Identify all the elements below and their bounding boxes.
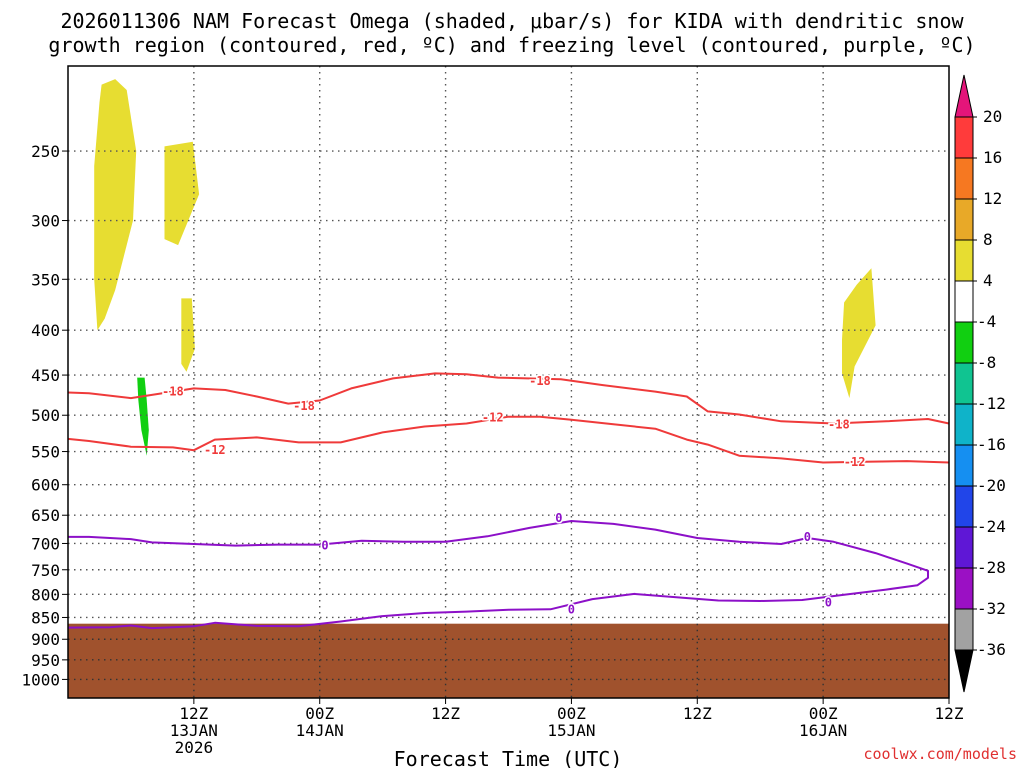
y-tick-label: 650 — [31, 506, 60, 525]
x-tick-label: 13JAN — [170, 721, 218, 740]
y-tick-label: 450 — [31, 366, 60, 385]
contour-label: -12 — [482, 411, 504, 425]
colorbar-label: -20 — [977, 476, 1006, 495]
contour-layer — [67, 372, 950, 630]
terrain-layer — [68, 623, 949, 698]
colorbar-swatch — [954, 485, 974, 528]
contour-line — [67, 372, 950, 425]
y-tick-label: 900 — [31, 630, 60, 649]
y-tick-label: 600 — [31, 476, 60, 495]
colorbar-swatch — [954, 280, 974, 323]
y-tick-label: 700 — [31, 534, 60, 553]
contour-label: 0 — [825, 595, 832, 609]
x-tick-label: 12Z — [179, 704, 208, 723]
contour-label: -18 — [293, 399, 315, 413]
contour-label: 0 — [568, 602, 575, 616]
colorbar-label: -16 — [977, 435, 1006, 454]
x-tick-label: 14JAN — [296, 721, 344, 740]
chart-title-line2: growth region (contoured, red, ºC) and f… — [48, 33, 975, 57]
x-tick-label: 16JAN — [799, 721, 847, 740]
colorbar-swatch — [954, 444, 974, 487]
y-tick-label: 300 — [31, 212, 60, 231]
contour-label: -18 — [162, 385, 184, 399]
contour-label: -12 — [204, 443, 226, 457]
colorbar-label: -32 — [977, 599, 1006, 618]
colorbar-label: -12 — [977, 394, 1006, 413]
x-tick-label: 12Z — [683, 704, 712, 723]
contour-label: -18 — [828, 417, 850, 431]
contour-label: 0 — [804, 530, 811, 544]
y-tick-label: 400 — [31, 321, 60, 340]
contour-label: 0 — [321, 539, 328, 553]
omega-shaded-region — [94, 79, 137, 331]
colorbar-swatch — [954, 526, 974, 569]
plot-frame — [67, 65, 950, 699]
colorbar-label: 16 — [983, 148, 1002, 167]
omega-shaded-region — [164, 141, 200, 246]
colorbar-top-arrow — [954, 74, 974, 118]
x-tick-label: 2026 — [175, 738, 214, 757]
colorbar-swatch — [954, 116, 974, 159]
colorbar-swatch — [954, 362, 974, 405]
colorbar-swatch — [954, 198, 974, 241]
y-tick-label: 750 — [31, 561, 60, 580]
contour-label: -18 — [529, 374, 551, 388]
y-tick-label: 800 — [31, 585, 60, 604]
colorbar-swatch — [954, 608, 974, 651]
colorbar-label: -28 — [977, 558, 1006, 577]
colorbar-label: -4 — [977, 312, 996, 331]
y-tick-label: 500 — [31, 406, 60, 425]
x-tick-label: 15JAN — [547, 721, 595, 740]
chart-title-line1: 2026011306 NAM Forecast Omega (shaded, μ… — [60, 9, 964, 33]
terrain-fill — [68, 623, 949, 698]
y-tick-label: 850 — [31, 608, 60, 627]
colorbar-label: 4 — [983, 271, 993, 290]
colorbar-swatch — [954, 321, 974, 364]
colorbar-label: -8 — [977, 353, 996, 372]
colorbar-bottom-arrow — [954, 649, 974, 693]
x-tick-label: 00Z — [809, 704, 838, 723]
contour-line — [67, 415, 950, 464]
y-axis: 250 300 350 400 450 500 550 600 650 700 750 800 850 9… — [21, 142, 68, 689]
x-tick-label: 12Z — [935, 704, 964, 723]
colorbar-swatch — [954, 403, 974, 446]
x-axis-title: Forecast Time (UTC) — [394, 747, 623, 768]
x-tick-label: 12Z — [431, 704, 460, 723]
colorbar: 20 16 12 8 4 -4 -8 -12 -16 -20 -24 -28 -32 -36 — [954, 74, 1006, 693]
colorbar-label: 20 — [983, 107, 1002, 126]
contour-label: 0 — [555, 511, 562, 525]
colorbar-label: 8 — [983, 230, 993, 249]
x-tick-label: 00Z — [557, 704, 586, 723]
colorbar-label: -24 — [977, 517, 1006, 536]
contour-label-layer: -18 -18 -18 -18 -12 -12 -12 0 0 0 0 0 — [161, 372, 867, 617]
omega-shaded-region — [137, 377, 149, 456]
y-tick-label: 950 — [31, 651, 60, 670]
omega-shaded-region — [181, 298, 195, 372]
colorbar-label: 12 — [983, 189, 1002, 208]
colorbar-swatch — [954, 239, 974, 282]
y-tick-label: 350 — [31, 270, 60, 289]
omega-shading-layer — [94, 79, 876, 456]
omega-shaded-region — [842, 268, 876, 399]
colorbar-swatch — [954, 157, 974, 200]
y-tick-label: 250 — [31, 142, 60, 161]
contour-line — [67, 520, 929, 630]
contour-label: -12 — [844, 455, 866, 469]
colorbar-swatch — [954, 567, 974, 610]
grid-layer — [68, 66, 949, 698]
colorbar-label: -36 — [977, 640, 1006, 659]
credit-link[interactable]: coolwx.com/models — [863, 745, 1017, 763]
x-tick-label: 00Z — [305, 704, 334, 723]
y-tick-label: 1000 — [21, 670, 60, 689]
y-tick-label: 550 — [31, 443, 60, 462]
